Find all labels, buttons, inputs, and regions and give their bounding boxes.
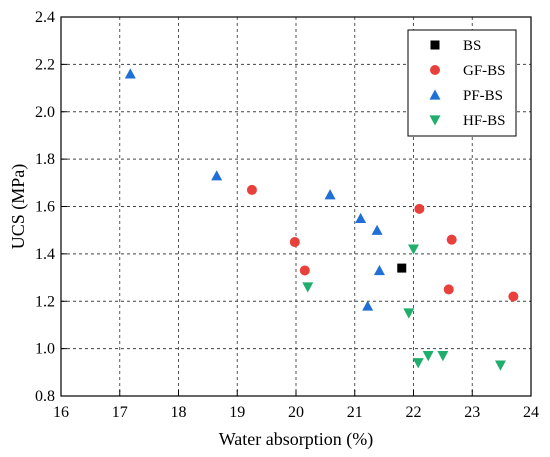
data-point-gf-bs: [508, 291, 519, 302]
data-point-hf-bs: [302, 282, 314, 293]
data-point-gf-bs: [299, 265, 310, 276]
data-point-hf-bs: [494, 360, 506, 371]
data-point-hf-bs: [403, 308, 415, 319]
x-tick-label: 23: [464, 404, 480, 421]
data-point-bs: [397, 263, 407, 273]
data-point-pf-bs: [373, 264, 385, 276]
data-point-hf-bs: [422, 351, 434, 362]
y-axis-label: UCS (MPa): [8, 164, 29, 250]
series-gf-bs-points: [246, 184, 519, 302]
data-point-gf-bs: [414, 203, 425, 214]
series-hf-bs-points: [302, 244, 506, 371]
y-tick-label: 2.4: [35, 9, 55, 26]
data-points: [124, 68, 519, 371]
data-point-pf-bs: [211, 170, 223, 181]
x-tick-label: 16: [53, 404, 69, 421]
y-tick-label: 0.8: [35, 388, 55, 405]
legend-label: BS: [463, 38, 481, 54]
series-pf-bs-points: [124, 68, 385, 311]
data-point-hf-bs: [412, 358, 424, 369]
y-tick-label: 1.2: [35, 293, 55, 310]
data-point-gf-bs: [289, 237, 300, 248]
y-tick-label: 1.6: [35, 199, 55, 216]
y-tick-label: 1.0: [35, 341, 55, 358]
axis-ticks: 16 17 18 19 20 21 22 23 24 0.8 1.0 1.2 1.4 1.6 1.8 2.0 2…: [35, 9, 539, 421]
x-axis-label: Water absorption (%): [219, 429, 374, 450]
x-tick-label: 17: [112, 404, 128, 421]
data-point-pf-bs: [124, 68, 136, 79]
legend-label: HF-BS: [463, 113, 506, 129]
data-point-pf-bs: [355, 212, 367, 224]
x-tick-label: 20: [288, 404, 304, 421]
data-point-gf-bs: [446, 234, 457, 245]
x-tick-label: 24: [523, 404, 539, 421]
x-tick-label: 18: [171, 404, 187, 421]
legend-marker-bs: [430, 40, 440, 50]
x-tick-label: 22: [406, 404, 422, 421]
x-tick-label: 19: [229, 404, 245, 421]
y-tick-label: 2.0: [35, 104, 55, 121]
legend-marker-gf-bs: [430, 65, 440, 75]
legend-marker-hf-bs: [429, 115, 441, 126]
legend-marker-pf-bs: [429, 89, 441, 100]
y-tick-label: 2.2: [35, 56, 55, 73]
legend-label: GF-BS: [463, 63, 506, 79]
y-tick-label: 1.4: [35, 246, 55, 263]
series-bs-points: [397, 263, 407, 273]
legend-label: PF-BS: [463, 88, 503, 104]
legend-box: [407, 29, 517, 137]
data-point-pf-bs: [362, 300, 374, 311]
data-point-pf-bs: [371, 224, 383, 235]
data-point-gf-bs: [443, 284, 454, 295]
grid-lines: [61, 17, 531, 396]
data-point-hf-bs: [437, 351, 449, 362]
x-tick-label: 21: [347, 404, 363, 421]
legend: BS GF-BS PF-BS HF-BS: [407, 29, 517, 137]
data-point-pf-bs: [324, 189, 336, 200]
data-point-gf-bs: [246, 184, 257, 195]
y-tick-label: 1.8: [35, 151, 55, 168]
data-point-hf-bs: [408, 244, 419, 255]
